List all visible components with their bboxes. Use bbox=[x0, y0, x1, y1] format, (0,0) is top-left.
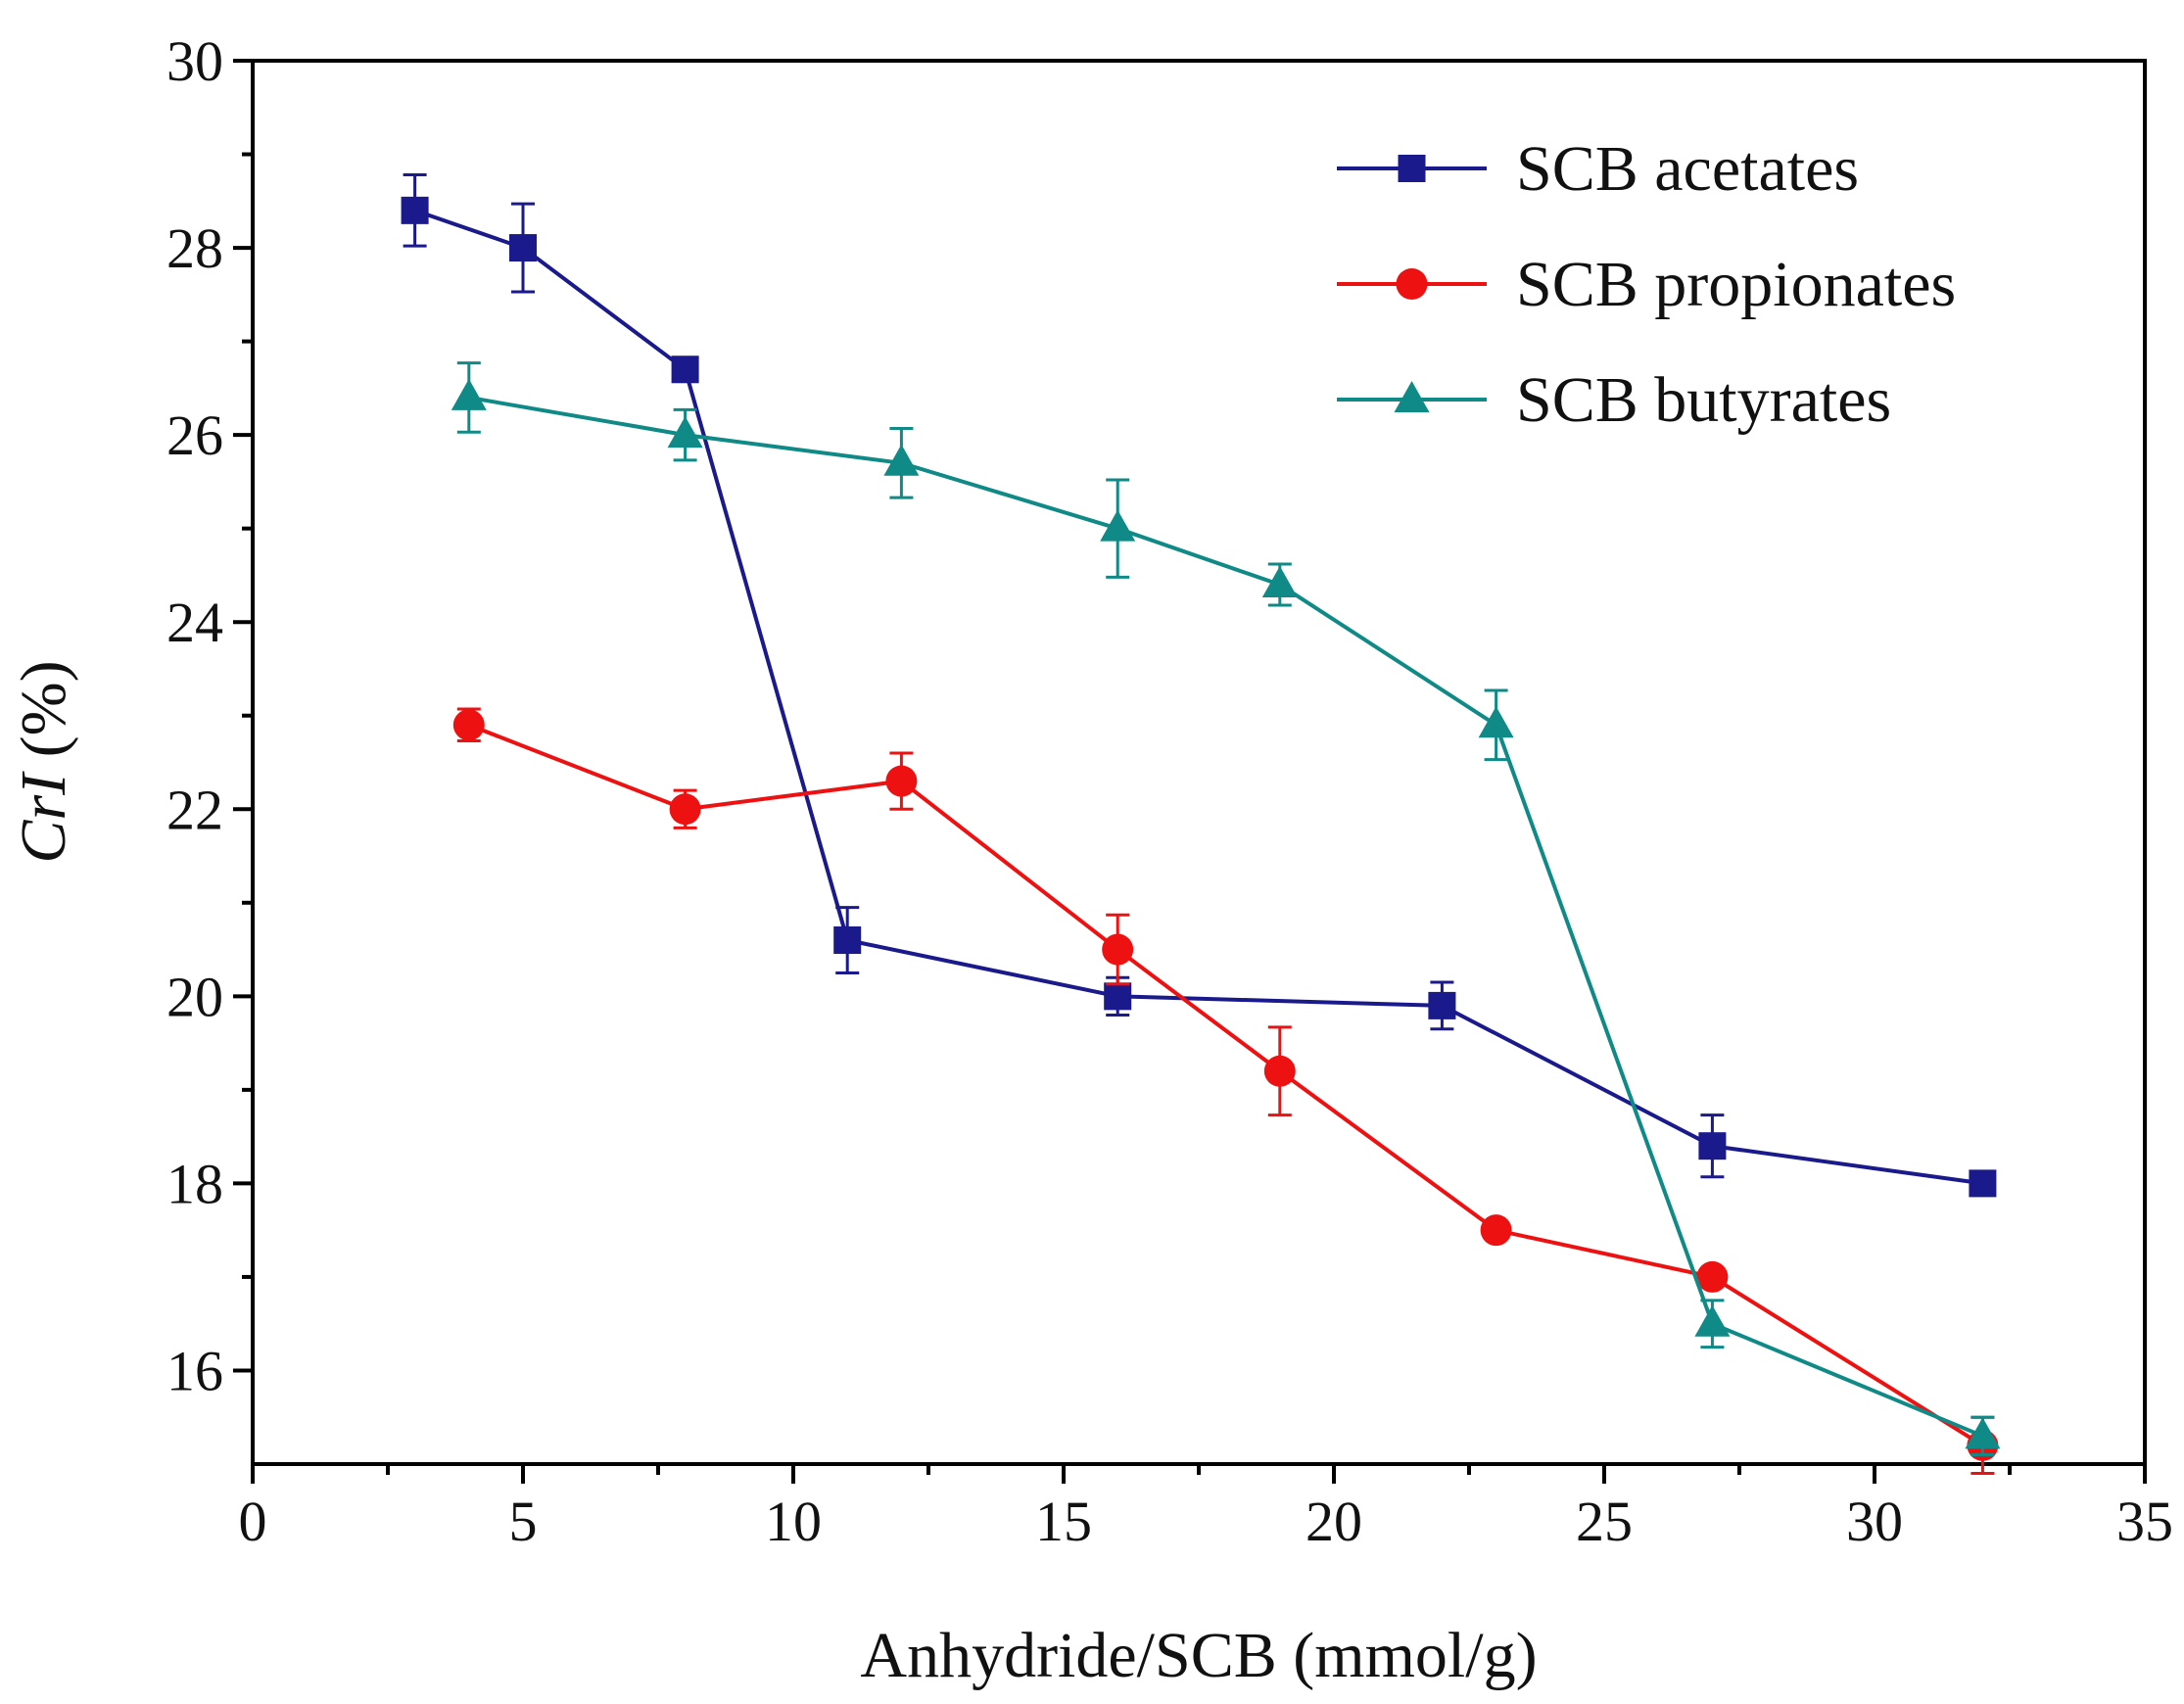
x-tick-label: 10 bbox=[765, 1490, 822, 1553]
legend-label: SCB acetates bbox=[1516, 133, 1859, 205]
data-point bbox=[1694, 1304, 1731, 1337]
tick-marks bbox=[233, 59, 2147, 1484]
data-point bbox=[1696, 1260, 1729, 1293]
data-point bbox=[401, 196, 429, 224]
y-axis-title-unit: (%) bbox=[8, 660, 79, 773]
x-tick-label: 25 bbox=[1576, 1490, 1633, 1553]
x-tick-label: 20 bbox=[1306, 1490, 1362, 1553]
data-point bbox=[1428, 991, 1456, 1019]
legend-label: SCB propionates bbox=[1516, 249, 1956, 320]
data-point bbox=[1478, 706, 1514, 738]
legend-label: SCB butyrates bbox=[1516, 364, 1891, 436]
y-tick-label: 26 bbox=[166, 403, 223, 467]
data-point bbox=[451, 378, 487, 410]
y-axis-title-italic: CrI bbox=[8, 771, 79, 864]
y-tick-label: 16 bbox=[166, 1339, 223, 1402]
x-tick-label: 30 bbox=[1846, 1490, 1903, 1553]
series-line bbox=[468, 395, 1984, 1439]
y-tick-label: 30 bbox=[166, 29, 223, 93]
legend-item: SCB propionates bbox=[1337, 249, 1956, 320]
y-tick-label: 28 bbox=[166, 216, 223, 280]
data-point bbox=[1104, 982, 1132, 1011]
y-axis-title: CrI (%) bbox=[8, 660, 79, 863]
data-point bbox=[1100, 509, 1136, 542]
series-scb-propionates bbox=[452, 707, 1999, 1476]
x-tick-label: 0 bbox=[239, 1490, 267, 1553]
y-tick-label: 18 bbox=[166, 1152, 223, 1215]
series-line bbox=[413, 208, 1983, 1186]
y-tick-label: 22 bbox=[166, 778, 223, 841]
data-point bbox=[885, 765, 918, 797]
data-point bbox=[1698, 1132, 1727, 1160]
x-axis-title: Anhydride/SCB (mmol/g) bbox=[860, 1620, 1537, 1691]
data-point bbox=[1965, 1417, 2001, 1449]
x-tick-label: 5 bbox=[509, 1490, 538, 1553]
legend-marker bbox=[1398, 155, 1426, 182]
data-point bbox=[1480, 1214, 1512, 1247]
legend-marker bbox=[1396, 268, 1428, 300]
data-point bbox=[1261, 565, 1298, 597]
data-point bbox=[671, 355, 699, 384]
data-point bbox=[883, 444, 920, 476]
series-scb-acetates bbox=[401, 173, 1997, 1198]
data-point bbox=[1263, 1055, 1296, 1087]
data-point bbox=[669, 793, 701, 826]
series-scb-butyrates bbox=[451, 361, 2001, 1456]
series-layer bbox=[401, 173, 2001, 1476]
data-point bbox=[833, 926, 862, 955]
tick-labels: 0 5 10 15 20 25 30 35 16 18 20 22 24 26 28 30 bbox=[166, 29, 2173, 1553]
data-point bbox=[1102, 933, 1134, 966]
series-line bbox=[468, 723, 1984, 1447]
y-tick-label: 24 bbox=[166, 591, 223, 654]
legend: SCB acetates SCB propionates SCB butyrates bbox=[1337, 133, 1956, 436]
data-point bbox=[509, 234, 537, 262]
legend-item: SCB acetates bbox=[1337, 133, 1859, 205]
legend-item: SCB butyrates bbox=[1337, 364, 1891, 436]
data-point bbox=[452, 709, 485, 741]
x-tick-label: 35 bbox=[2116, 1490, 2173, 1553]
legend-marker bbox=[1394, 381, 1430, 412]
x-tick-label: 15 bbox=[1035, 1490, 1092, 1553]
data-point bbox=[667, 416, 703, 449]
y-tick-label: 20 bbox=[166, 965, 223, 1028]
data-point bbox=[1969, 1169, 1997, 1198]
